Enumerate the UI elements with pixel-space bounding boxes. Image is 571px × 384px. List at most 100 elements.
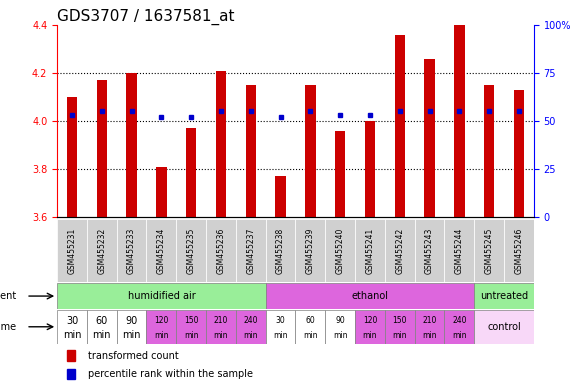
Text: percentile rank within the sample: percentile rank within the sample: [88, 369, 253, 379]
Text: 210: 210: [423, 316, 437, 325]
Bar: [87, 310, 116, 344]
Text: GDS3707 / 1637581_at: GDS3707 / 1637581_at: [57, 9, 235, 25]
Bar: [335, 131, 345, 217]
Text: GSM455232: GSM455232: [97, 227, 106, 274]
Text: control: control: [487, 322, 521, 332]
Text: GSM455242: GSM455242: [395, 227, 404, 274]
Text: min: min: [452, 331, 467, 340]
Bar: [395, 35, 405, 217]
Bar: [424, 59, 435, 217]
Bar: [325, 310, 355, 344]
Bar: [216, 71, 226, 217]
Text: GSM455243: GSM455243: [425, 227, 434, 274]
Bar: [415, 219, 444, 282]
Bar: [67, 350, 75, 361]
Text: min: min: [63, 330, 81, 340]
Bar: [266, 283, 475, 309]
Bar: [475, 219, 504, 282]
Text: 210: 210: [214, 316, 228, 325]
Bar: [147, 310, 176, 344]
Text: 240: 240: [452, 316, 467, 325]
Text: 30: 30: [66, 316, 78, 326]
Bar: [57, 310, 87, 344]
Text: transformed count: transformed count: [88, 351, 179, 361]
Bar: [355, 219, 385, 282]
Bar: [475, 283, 534, 309]
Text: min: min: [333, 331, 347, 340]
Text: min: min: [122, 330, 141, 340]
Bar: [176, 219, 206, 282]
Bar: [444, 310, 475, 344]
Text: 120: 120: [154, 316, 168, 325]
Bar: [296, 219, 325, 282]
Bar: [444, 219, 475, 282]
Text: untreated: untreated: [480, 291, 528, 301]
Bar: [504, 219, 534, 282]
Bar: [305, 85, 316, 217]
Text: 90: 90: [126, 316, 138, 326]
Bar: [266, 310, 296, 344]
Bar: [415, 310, 444, 344]
Bar: [116, 310, 147, 344]
Bar: [67, 97, 77, 217]
Text: GSM455233: GSM455233: [127, 227, 136, 274]
Bar: [57, 219, 87, 282]
Bar: [266, 219, 296, 282]
Text: min: min: [184, 331, 199, 340]
Text: 240: 240: [244, 316, 258, 325]
Text: agent: agent: [0, 291, 17, 301]
Bar: [186, 128, 196, 217]
Bar: [355, 310, 385, 344]
Text: GSM455239: GSM455239: [306, 227, 315, 274]
Bar: [475, 310, 534, 344]
Text: time: time: [0, 322, 17, 332]
Bar: [206, 219, 236, 282]
Text: GSM455244: GSM455244: [455, 227, 464, 274]
Text: GSM455238: GSM455238: [276, 227, 285, 274]
Text: 30: 30: [276, 316, 286, 325]
Text: GSM455241: GSM455241: [365, 227, 375, 274]
Bar: [206, 310, 236, 344]
Text: min: min: [93, 330, 111, 340]
Text: humidified air: humidified air: [127, 291, 195, 301]
Text: min: min: [274, 331, 288, 340]
Bar: [67, 369, 75, 379]
Text: 60: 60: [96, 316, 108, 326]
Bar: [365, 121, 375, 217]
Text: min: min: [244, 331, 258, 340]
Text: min: min: [214, 331, 228, 340]
Bar: [325, 219, 355, 282]
Text: 90: 90: [335, 316, 345, 325]
Bar: [147, 219, 176, 282]
Text: min: min: [392, 331, 407, 340]
Text: GSM455237: GSM455237: [246, 227, 255, 274]
Bar: [87, 219, 116, 282]
Text: 120: 120: [363, 316, 377, 325]
Text: 60: 60: [305, 316, 315, 325]
Bar: [275, 176, 286, 217]
Bar: [116, 219, 147, 282]
Bar: [57, 283, 266, 309]
Text: GSM455234: GSM455234: [157, 227, 166, 274]
Bar: [126, 73, 137, 217]
Text: 150: 150: [184, 316, 199, 325]
Text: ethanol: ethanol: [352, 291, 388, 301]
Text: min: min: [303, 331, 317, 340]
Text: min: min: [154, 331, 168, 340]
Bar: [385, 219, 415, 282]
Bar: [236, 219, 266, 282]
Text: GSM455245: GSM455245: [485, 227, 494, 274]
Bar: [156, 167, 167, 217]
Bar: [385, 310, 415, 344]
Bar: [236, 310, 266, 344]
Text: GSM455240: GSM455240: [336, 227, 345, 274]
Text: min: min: [363, 331, 377, 340]
Bar: [246, 85, 256, 217]
Text: GSM455235: GSM455235: [187, 227, 196, 274]
Text: GSM455236: GSM455236: [216, 227, 226, 274]
Bar: [454, 25, 465, 217]
Bar: [484, 85, 494, 217]
Bar: [176, 310, 206, 344]
Bar: [296, 310, 325, 344]
Text: 150: 150: [392, 316, 407, 325]
